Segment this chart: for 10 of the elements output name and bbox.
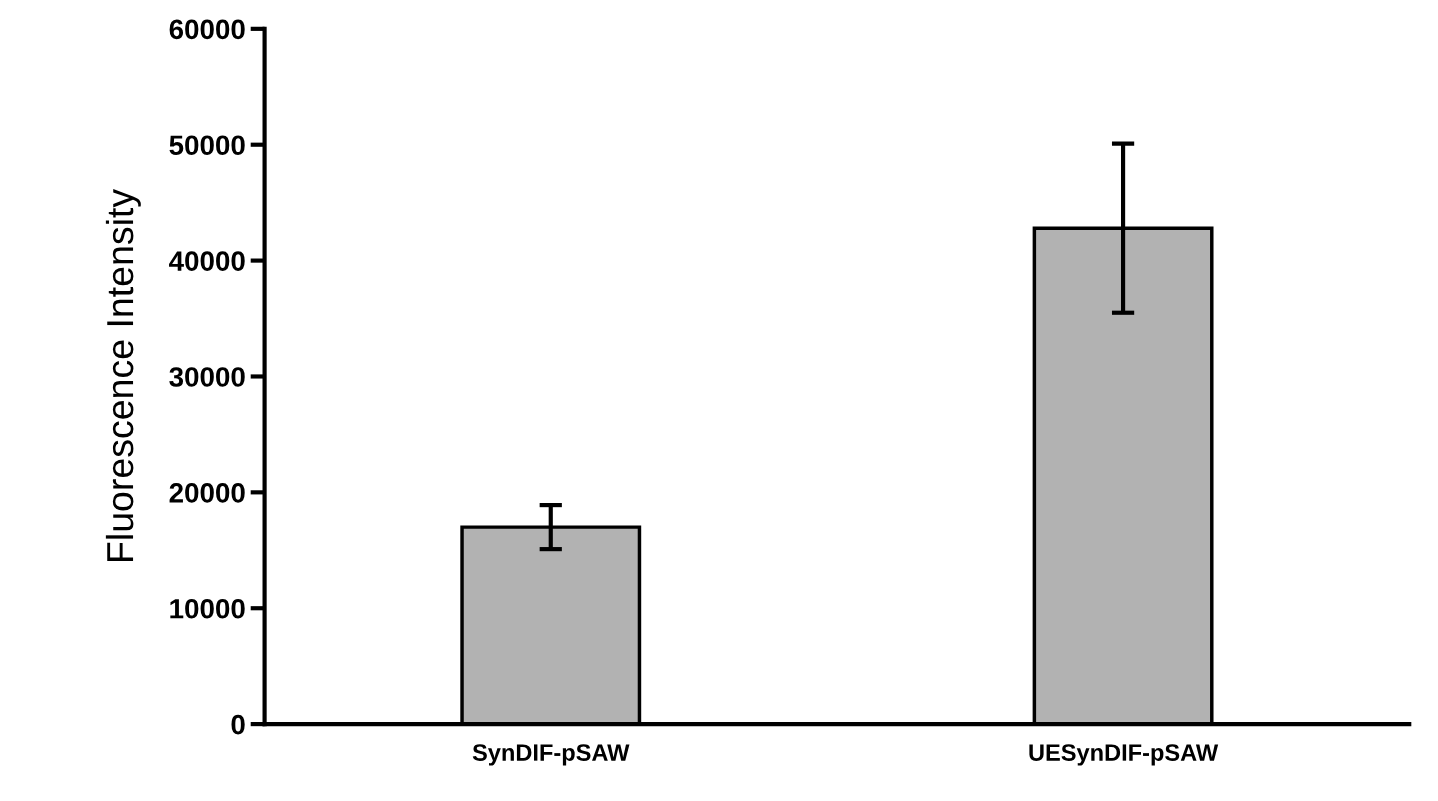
x-tick-label: UESynDIF-pSAW — [1029, 744, 1219, 766]
y-tick-label: 30000 — [169, 367, 245, 387]
y-tick-label: 60000 — [169, 19, 245, 40]
y-tick-label: 20000 — [169, 483, 245, 503]
y-tick-label: 0 — [231, 714, 245, 735]
y-axis-title: Fluorescence Intensity — [105, 188, 141, 561]
x-tick-label: SynDIF-pSAW — [472, 744, 630, 766]
y-tick-label: 50000 — [169, 135, 245, 156]
y-tick-label: 10000 — [170, 598, 245, 619]
y-tick-label: 40000 — [169, 251, 245, 271]
